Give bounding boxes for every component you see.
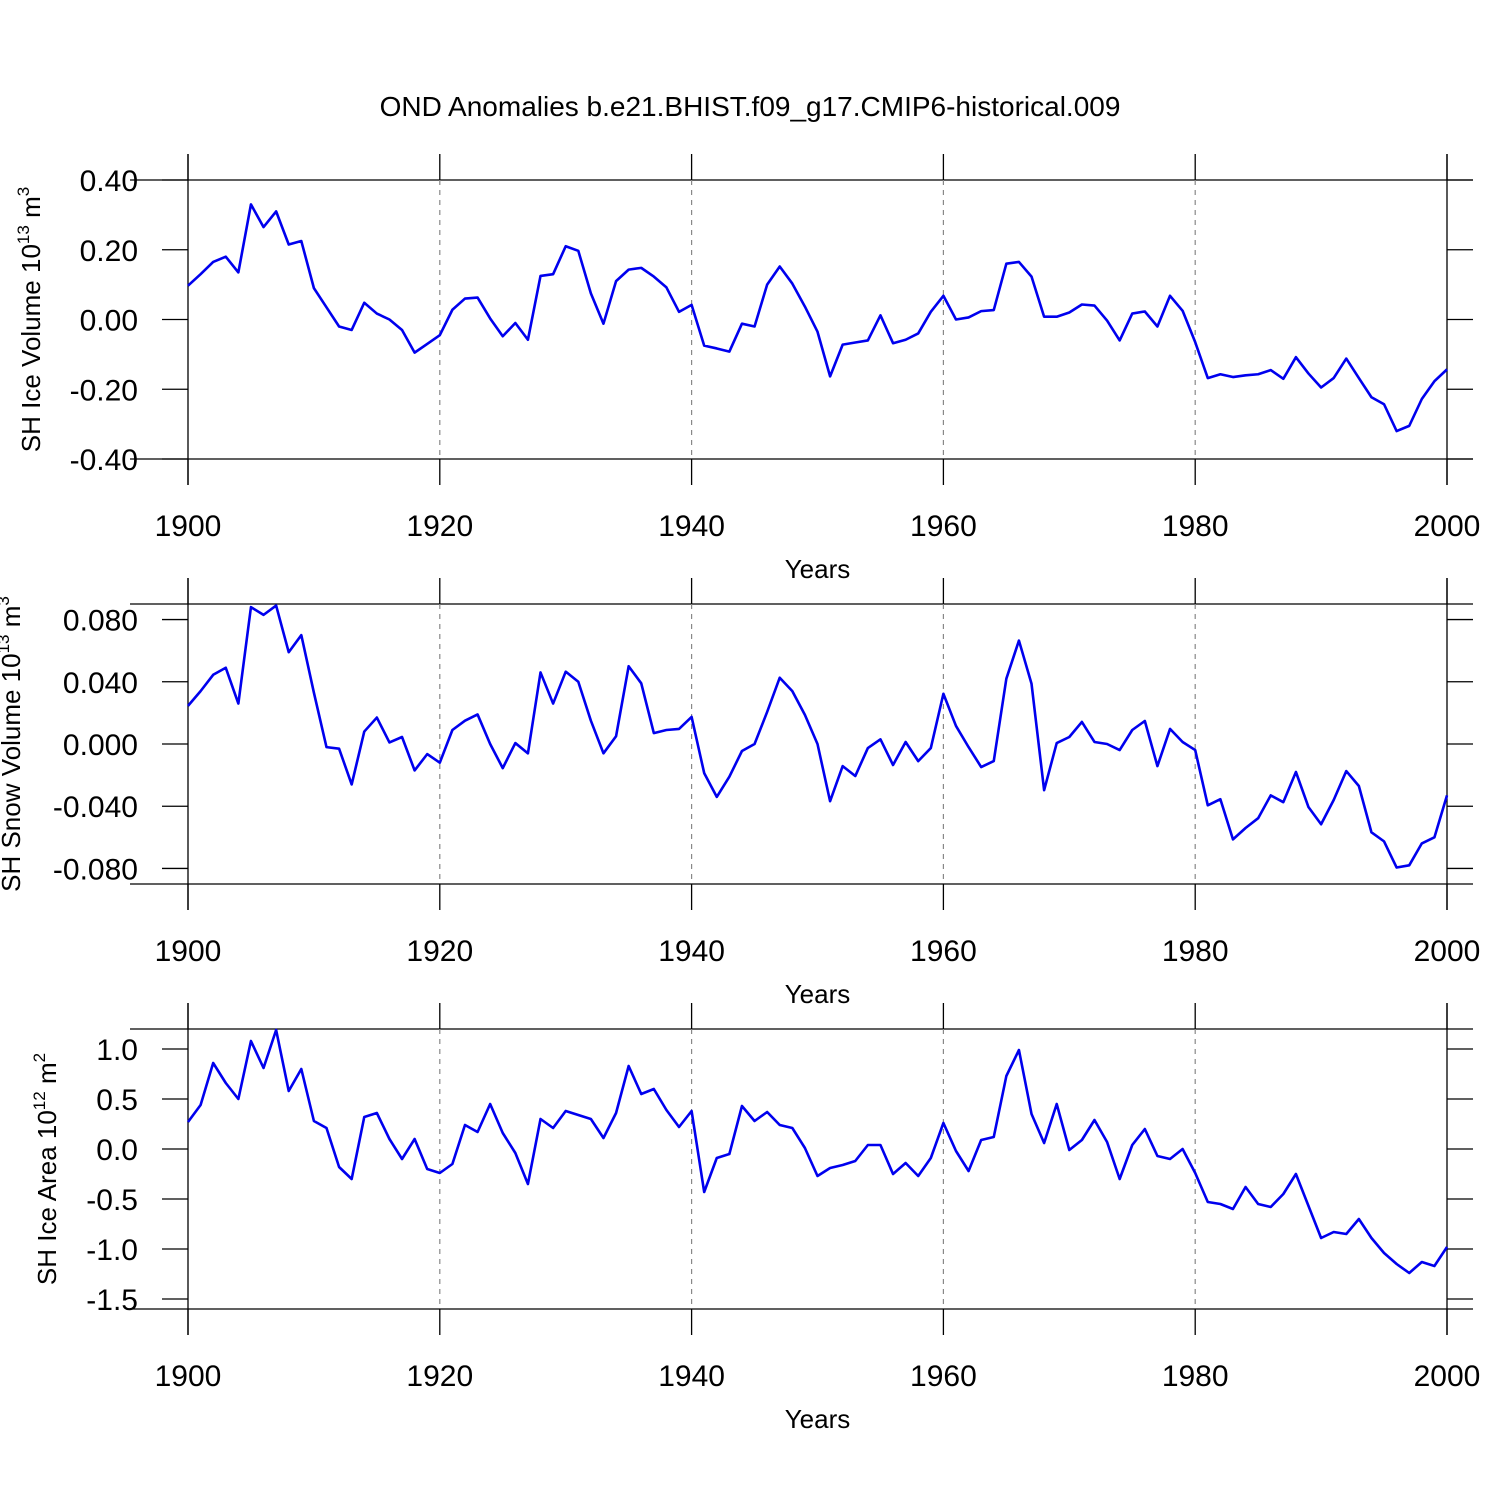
x-tick-label: 1960	[910, 510, 977, 543]
x-tick-label: 2000	[1414, 1360, 1481, 1393]
y-tick-label: -0.40	[70, 444, 138, 477]
panel: 1900 1920 1940 1960 1980 2000 0.080 0.040 0.000 -…	[0, 578, 1480, 1009]
y-axis-label: SH Snow Volume 1013 m3	[0, 596, 26, 892]
y-tick-label: -1.5	[86, 1284, 138, 1317]
y-tick-label: 0.040	[63, 667, 138, 700]
x-tick-label: 1900	[155, 935, 222, 968]
y-axis-label-unit-power: 3	[0, 596, 13, 605]
panel: 1900 1920 1940 1960 1980 2000 1.0 0.5 0.0 -0.5 -1.…	[30, 1003, 1480, 1434]
data-line	[187, 203, 1448, 433]
x-axis-label: Years	[785, 554, 851, 584]
y-tick-label: 0.5	[96, 1084, 138, 1117]
y-tick-label: -1.0	[86, 1234, 138, 1267]
x-tick-label: 1940	[658, 935, 725, 968]
y-axis-label-text: SH Snow Volume 10	[0, 653, 26, 891]
y-tick-label: -0.20	[70, 374, 138, 407]
x-tick-label: 1900	[155, 510, 222, 543]
x-tick-label: 1960	[910, 935, 977, 968]
x-tick-label: 1920	[406, 1360, 473, 1393]
y-axis-label-unit: m	[32, 1062, 62, 1091]
y-tick-label: 0.00	[80, 305, 138, 338]
data-line	[186, 1028, 1449, 1275]
y-axis-label-unit-power: 2	[30, 1053, 49, 1062]
y-tick-label: 0.40	[80, 165, 138, 198]
y-axis-label: SH Ice Volume 1013 m3	[14, 187, 46, 452]
x-axis-label: Years	[785, 1404, 851, 1434]
y-axis-label-unit: m	[16, 196, 46, 225]
y-axis-label: SH Ice Area 1012 m2	[30, 1053, 62, 1285]
y-tick-label: 0.000	[63, 729, 138, 762]
y-axis-label-unit-power: 3	[14, 187, 33, 196]
y-tick-label: -0.080	[53, 853, 138, 886]
y-axis-label-text: SH Ice Volume 10	[16, 244, 46, 452]
x-tick-label: 1940	[658, 1360, 725, 1393]
y-axis-label-exponent: 13	[0, 634, 13, 653]
y-tick-label: 1.0	[96, 1034, 138, 1067]
y-tick-label: 0.080	[63, 605, 138, 638]
panel: 1900 1920 1940 1960 1980 2000 0.40 0.20 0.00 -0.2…	[14, 154, 1480, 584]
x-tick-label: 2000	[1414, 510, 1481, 543]
x-tick-label: 1980	[1162, 510, 1229, 543]
y-tick-label: -0.5	[86, 1184, 138, 1217]
x-tick-label: 1900	[155, 1360, 222, 1393]
x-tick-label: 1920	[406, 935, 473, 968]
chart-title: OND Anomalies b.e21.BHIST.f09_g17.CMIP6-…	[380, 91, 1121, 122]
y-axis-label-exponent: 13	[14, 225, 33, 244]
y-axis-label-text: SH Ice Area 10	[32, 1110, 62, 1285]
x-tick-label: 2000	[1414, 935, 1481, 968]
y-tick-label: 0.20	[80, 235, 138, 268]
x-tick-label: 1960	[910, 1360, 977, 1393]
x-axis-label: Years	[785, 979, 851, 1009]
x-tick-label: 1940	[658, 510, 725, 543]
y-axis-label-exponent: 12	[30, 1091, 49, 1110]
y-tick-label: 0.0	[96, 1134, 138, 1167]
x-tick-label: 1980	[1162, 1360, 1229, 1393]
x-tick-label: 1980	[1162, 935, 1229, 968]
data-line	[187, 604, 1449, 869]
y-axis-label-unit: m	[0, 606, 26, 635]
x-tick-label: 1920	[406, 510, 473, 543]
y-tick-label: -0.040	[53, 791, 138, 824]
